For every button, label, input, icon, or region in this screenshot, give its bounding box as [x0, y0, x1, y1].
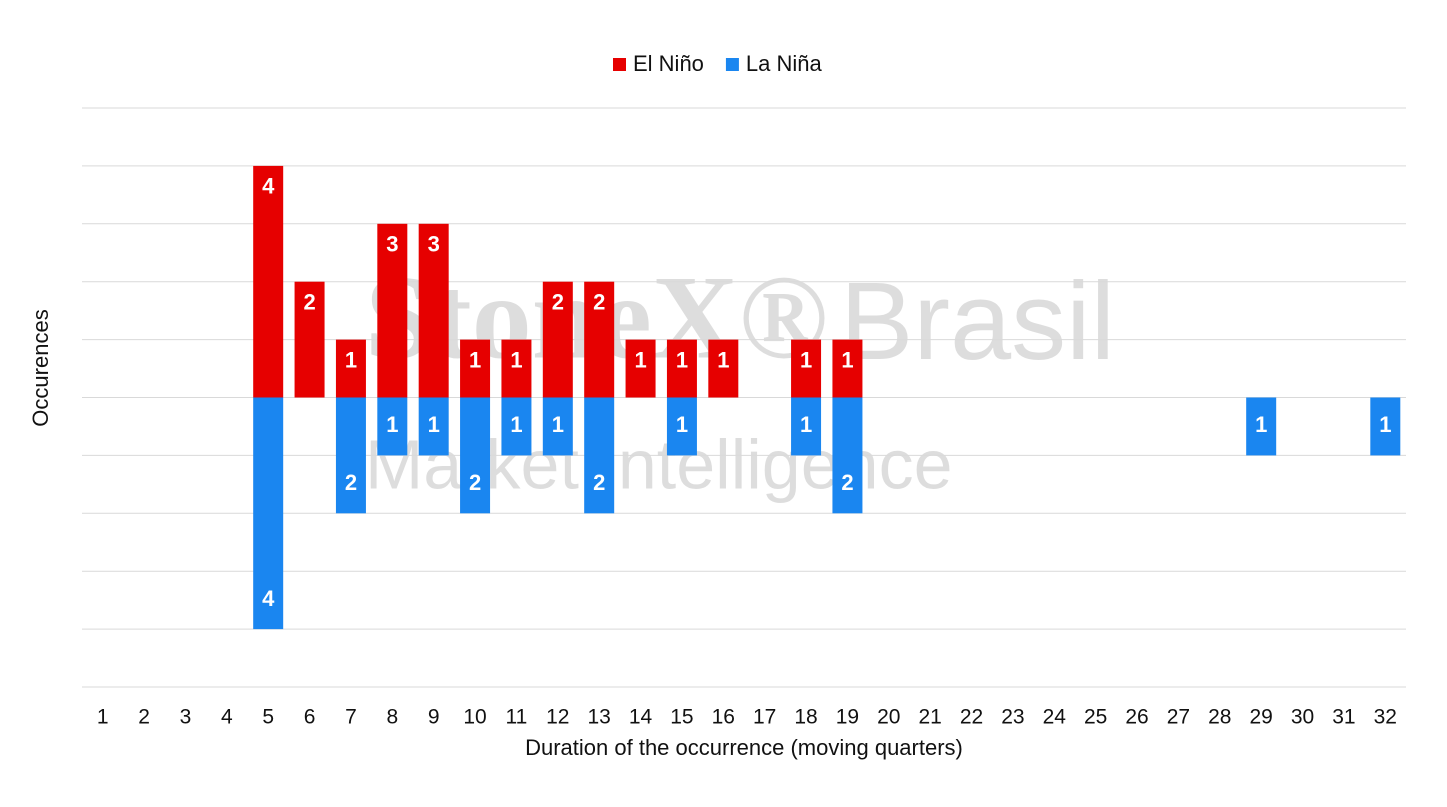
x-tick-label: 6	[304, 706, 316, 729]
x-tick-label: 27	[1167, 706, 1190, 729]
x-tick-label: 19	[836, 706, 859, 729]
x-tick-label: 29	[1250, 706, 1273, 729]
data-label: 1	[552, 412, 564, 437]
bar	[335, 397, 366, 514]
x-tick-label: 30	[1291, 706, 1314, 729]
data-label: 2	[303, 290, 315, 315]
x-tick-label: 21	[919, 706, 942, 729]
x-tick-label: 28	[1208, 706, 1231, 729]
bar	[377, 397, 408, 456]
x-tick-label: 11	[506, 706, 528, 729]
bar	[625, 339, 656, 398]
x-tick-label: 18	[794, 706, 817, 729]
x-tick-label: 15	[670, 706, 693, 729]
bar	[418, 223, 449, 398]
bar	[1370, 397, 1401, 456]
data-label: 1	[386, 412, 398, 437]
data-label: 2	[345, 470, 357, 495]
bar	[253, 165, 284, 398]
data-label: 1	[345, 347, 357, 372]
x-tick-label: 3	[180, 706, 192, 729]
bar	[584, 281, 615, 398]
data-label: 2	[593, 290, 605, 315]
data-label: 1	[800, 347, 812, 372]
bar	[460, 397, 491, 514]
data-label: 3	[386, 232, 398, 257]
legend-swatch	[725, 58, 739, 71]
bar	[501, 339, 532, 398]
bar	[666, 397, 697, 456]
bar	[377, 223, 408, 398]
x-tick-label: 23	[1001, 706, 1024, 729]
bar	[708, 339, 739, 398]
x-tick-label: 7	[345, 706, 357, 729]
x-tick-label: 8	[386, 706, 398, 729]
x-tick-label: 31	[1332, 706, 1355, 729]
x-tick-label: 5	[262, 706, 274, 729]
x-tick-label: 17	[753, 706, 776, 729]
data-label: 1	[1379, 412, 1391, 437]
x-tick-label: 2	[138, 706, 150, 729]
x-tick-label: 25	[1084, 706, 1107, 729]
x-tick-label: 24	[1043, 706, 1067, 729]
legend-label: La Niña	[746, 51, 823, 76]
bar	[666, 339, 697, 398]
bar	[832, 339, 863, 398]
data-label: 1	[1255, 412, 1267, 437]
x-tick-label: 20	[877, 706, 900, 729]
data-label: 1	[510, 347, 522, 372]
data-label: 1	[841, 347, 853, 372]
data-label: 1	[676, 412, 688, 437]
bar	[542, 397, 573, 456]
bar	[791, 339, 822, 398]
x-tick-label: 9	[428, 706, 440, 729]
data-label: 4	[262, 174, 275, 199]
data-label: 2	[469, 470, 481, 495]
bar	[832, 397, 863, 514]
data-label: 1	[717, 347, 729, 372]
bar	[501, 397, 532, 456]
bar	[460, 339, 491, 398]
data-label: 1	[676, 347, 688, 372]
x-tick-label: 22	[960, 706, 983, 729]
bar	[335, 339, 366, 398]
data-label: 1	[510, 412, 522, 437]
bar	[1246, 397, 1277, 456]
bar	[542, 281, 573, 398]
x-tick-label: 14	[629, 706, 653, 729]
bar	[584, 397, 615, 514]
data-label: 1	[469, 347, 481, 372]
x-axis-title: Duration of the occurrence (moving quart…	[525, 735, 963, 760]
watermark: Brasil	[840, 260, 1115, 383]
watermark: Market Intelligence	[365, 425, 953, 503]
data-label: 1	[634, 347, 646, 372]
x-tick-label: 26	[1125, 706, 1148, 729]
bar	[418, 397, 449, 456]
bar	[253, 397, 284, 630]
legend-label: El Niño	[633, 51, 704, 76]
x-tick-label: 1	[97, 706, 109, 729]
bar	[294, 281, 325, 398]
bar	[791, 397, 822, 456]
data-label: 4	[262, 586, 275, 611]
data-label: 2	[552, 290, 564, 315]
x-tick-label: 10	[463, 706, 486, 729]
x-tick-label: 16	[712, 706, 735, 729]
data-label: 1	[428, 412, 440, 437]
data-label: 3	[428, 232, 440, 257]
data-label: 2	[593, 470, 605, 495]
x-tick-label: 32	[1374, 706, 1397, 729]
legend-swatch	[613, 58, 626, 71]
x-tick-label: 4	[221, 706, 233, 729]
data-label: 1	[800, 412, 812, 437]
y-axis-title: Occurences	[28, 309, 53, 426]
data-label: 2	[841, 470, 853, 495]
x-tick-label: 13	[588, 706, 611, 729]
x-tick-label: 12	[546, 706, 569, 729]
